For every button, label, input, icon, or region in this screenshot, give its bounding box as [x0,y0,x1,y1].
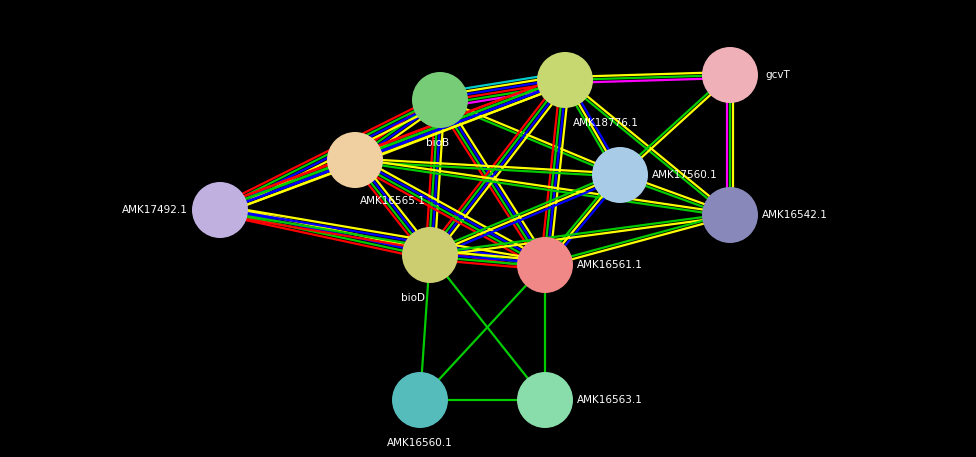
Text: bioD: bioD [401,293,425,303]
Text: AMK16563.1: AMK16563.1 [577,395,643,405]
Circle shape [702,47,758,103]
Circle shape [327,132,383,188]
Circle shape [537,52,593,108]
Text: gcvT: gcvT [765,70,790,80]
Text: AMK16560.1: AMK16560.1 [387,438,453,448]
Circle shape [517,237,573,293]
Circle shape [702,187,758,243]
Circle shape [592,147,648,203]
Text: AMK16561.1: AMK16561.1 [577,260,643,270]
Text: AMK17492.1: AMK17492.1 [122,205,188,215]
Circle shape [412,72,468,128]
Circle shape [402,227,458,283]
Text: AMK18776.1: AMK18776.1 [573,118,639,128]
Circle shape [392,372,448,428]
Text: AMK16542.1: AMK16542.1 [762,210,828,220]
Text: AMK16565.1: AMK16565.1 [360,196,426,206]
Circle shape [192,182,248,238]
Circle shape [517,372,573,428]
Text: bioB: bioB [427,138,450,148]
Text: AMK17560.1: AMK17560.1 [652,170,717,180]
